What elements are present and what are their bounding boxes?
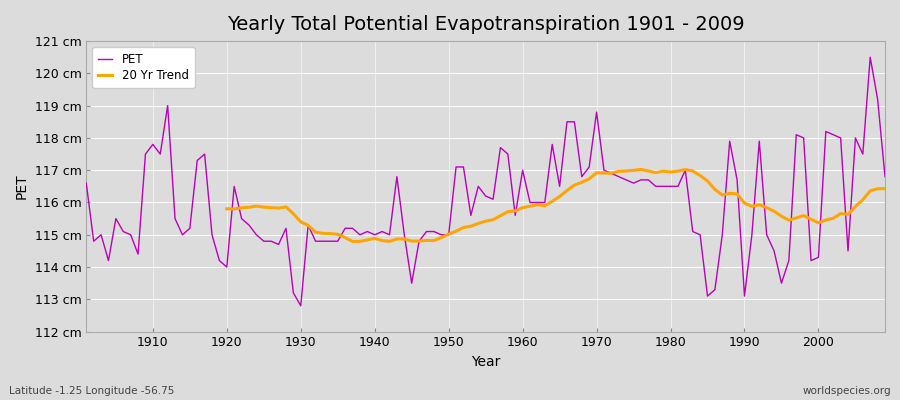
20 Yr Trend xyxy=(347,239,358,244)
Text: Latitude -1.25 Longitude -56.75: Latitude -1.25 Longitude -56.75 xyxy=(9,386,175,396)
Title: Yearly Total Potential Evapotranspiration 1901 - 2009: Yearly Total Potential Evapotranspiratio… xyxy=(227,15,744,34)
X-axis label: Year: Year xyxy=(471,355,500,369)
20 Yr Trend xyxy=(865,188,876,193)
PET xyxy=(310,239,321,244)
20 Yr Trend xyxy=(221,206,232,211)
Line: PET: PET xyxy=(86,57,885,306)
20 Yr Trend xyxy=(798,213,809,218)
PET xyxy=(81,181,92,186)
Text: worldspecies.org: worldspecies.org xyxy=(803,386,891,396)
20 Yr Trend xyxy=(428,238,439,243)
Legend: PET, 20 Yr Trend: PET, 20 Yr Trend xyxy=(92,47,194,88)
PET xyxy=(140,152,151,156)
20 Yr Trend xyxy=(310,230,321,234)
20 Yr Trend xyxy=(695,173,706,178)
PET xyxy=(295,303,306,308)
Y-axis label: PET: PET xyxy=(15,174,29,199)
PET xyxy=(525,200,535,205)
20 Yr Trend xyxy=(635,167,646,172)
PET xyxy=(865,55,876,60)
PET xyxy=(355,232,365,237)
PET xyxy=(518,168,528,173)
PET xyxy=(614,174,625,179)
20 Yr Trend xyxy=(784,218,795,223)
Line: 20 Yr Trend: 20 Yr Trend xyxy=(227,170,885,241)
20 Yr Trend xyxy=(879,186,890,191)
PET xyxy=(879,174,890,179)
